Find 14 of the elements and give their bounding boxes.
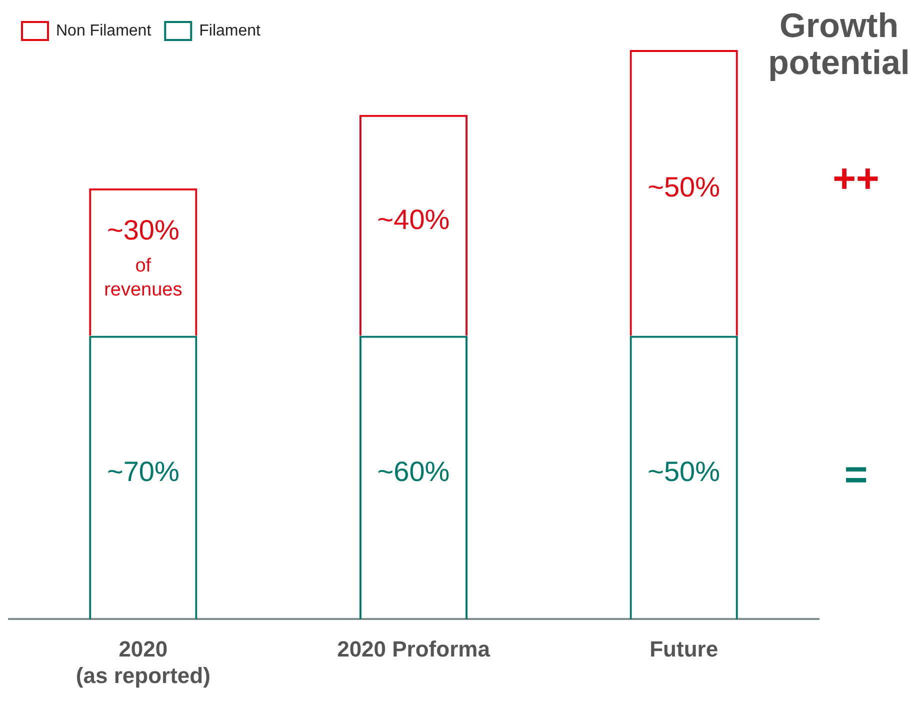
annotation: ~70% <box>106 456 180 488</box>
chart-title: Growth potential <box>767 7 911 83</box>
annotation: ~50% <box>648 456 720 488</box>
x-tick-label: 2020 Proforma <box>337 636 491 662</box>
x-tick-label: Future <box>650 636 718 662</box>
annotation: ~30% of revenues <box>104 214 182 300</box>
legend-label: Filament <box>199 22 262 40</box>
annotation: ~60% <box>377 456 450 488</box>
legend-label: Non Filament <box>56 22 152 40</box>
text: = <box>844 452 868 497</box>
text: ++ <box>832 156 880 201</box>
annotation: ~40% <box>377 204 450 236</box>
x-tick-label: 2020 (as reported) <box>76 636 210 688</box>
annotation: ~50% <box>648 172 720 203</box>
